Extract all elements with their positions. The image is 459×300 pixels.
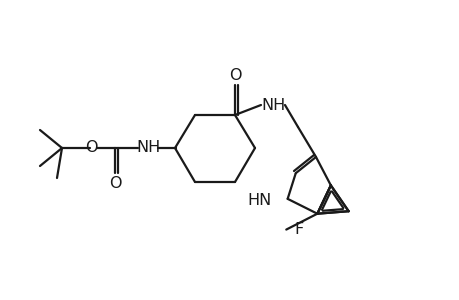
Text: NH: NH (261, 98, 285, 112)
Text: O: O (84, 140, 97, 155)
Text: F: F (294, 222, 303, 237)
Text: NH: NH (137, 140, 161, 155)
Text: O: O (108, 176, 121, 191)
Text: O: O (228, 68, 241, 82)
Text: HN: HN (247, 193, 271, 208)
